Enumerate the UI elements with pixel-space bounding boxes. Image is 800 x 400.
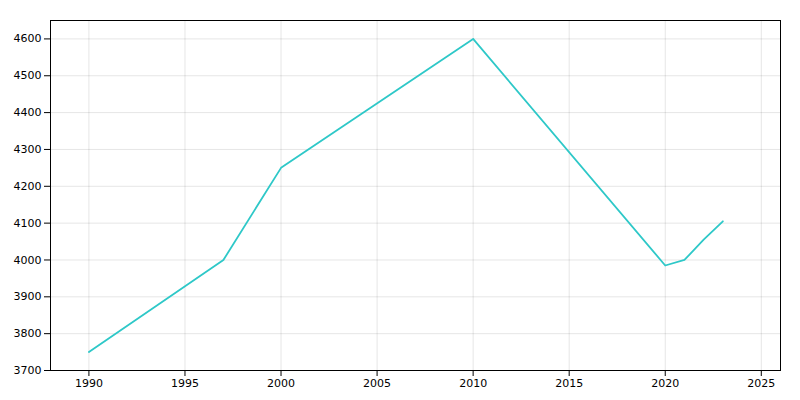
svg-text:2005: 2005 <box>363 377 391 390</box>
svg-text:4400: 4400 <box>14 106 42 119</box>
svg-text:2025: 2025 <box>747 377 775 390</box>
svg-text:4500: 4500 <box>14 69 42 82</box>
svg-text:2010: 2010 <box>459 377 487 390</box>
svg-text:1995: 1995 <box>171 377 199 390</box>
svg-text:4200: 4200 <box>14 180 42 193</box>
svg-text:4100: 4100 <box>14 217 42 230</box>
svg-text:3800: 3800 <box>14 327 42 340</box>
svg-text:2015: 2015 <box>555 377 583 390</box>
svg-text:1990: 1990 <box>75 377 103 390</box>
svg-text:2000: 2000 <box>267 377 295 390</box>
svg-text:4000: 4000 <box>14 253 42 266</box>
svg-text:3700: 3700 <box>14 364 42 377</box>
svg-text:4600: 4600 <box>14 32 42 45</box>
svg-text:2020: 2020 <box>651 377 679 390</box>
svg-text:4300: 4300 <box>14 143 42 156</box>
svg-text:3900: 3900 <box>14 290 42 303</box>
